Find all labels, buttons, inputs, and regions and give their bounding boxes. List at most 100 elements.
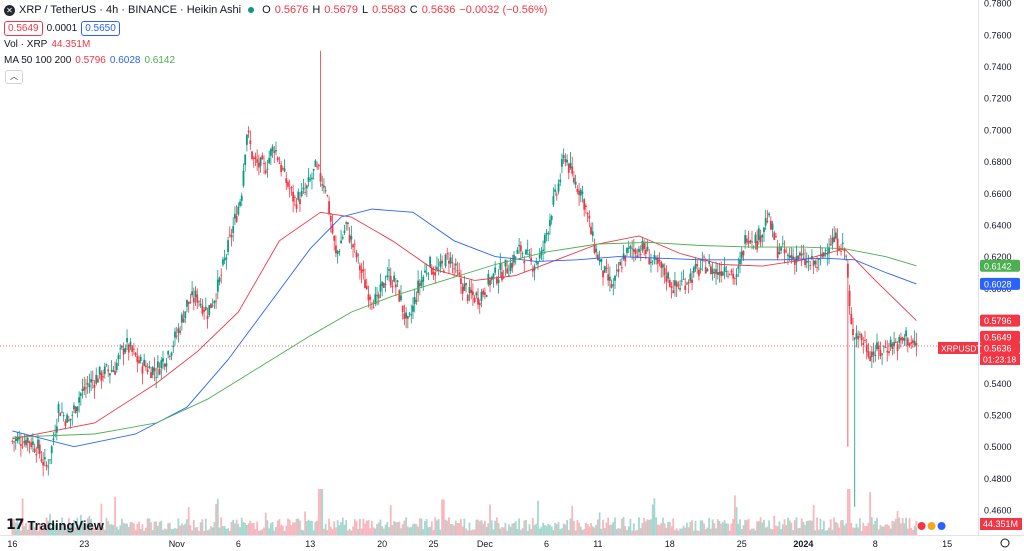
volume-bar: [153, 521, 156, 535]
volume-bar: [670, 526, 673, 535]
volume-bar: [297, 518, 300, 535]
candle-body: [98, 366, 101, 375]
candle-body: [864, 339, 866, 341]
candle-body: [389, 275, 392, 286]
candle-body: [667, 272, 669, 279]
x-tick-label: 16: [7, 539, 17, 549]
volume-bar: [780, 529, 782, 535]
candle-body: [759, 235, 762, 243]
volume-bar: [704, 529, 707, 535]
volume-bar: [377, 522, 380, 535]
candle-body: [596, 254, 599, 261]
volume-bar: [196, 526, 199, 535]
buy-price-button[interactable]: 0.5650: [81, 21, 120, 36]
x-tick-label: 15: [942, 539, 952, 549]
candle-body: [662, 264, 664, 268]
candle-body: [266, 168, 269, 170]
candle-body: [434, 272, 437, 276]
candle-body: [860, 334, 863, 341]
event-marker-icon[interactable]: [936, 521, 947, 531]
volume-bar: [511, 523, 514, 535]
candle-body: [74, 406, 77, 414]
candle-body: [735, 274, 738, 277]
candle-body: [468, 286, 471, 293]
volume-bar: [650, 519, 652, 535]
candle-body: [680, 280, 683, 282]
candle-body: [148, 366, 151, 369]
settings-icon[interactable]: [1000, 538, 1010, 548]
volume-bar: [865, 525, 868, 535]
volume-bar: [547, 524, 550, 535]
collapse-legend-icon[interactable]: ︿: [5, 70, 23, 84]
volume-bar: [146, 518, 149, 535]
sell-price-button[interactable]: 0.5649: [4, 21, 43, 36]
volume-bar: [518, 518, 521, 535]
volume-bar: [490, 520, 493, 535]
volume-bar: [107, 521, 110, 535]
candle-body: [249, 140, 252, 144]
candle-body: [602, 270, 604, 278]
candle-body: [585, 205, 587, 207]
volume-bar: [718, 520, 721, 535]
candle-body: [131, 346, 134, 352]
candle-body: [158, 369, 161, 375]
volume-bar: [521, 528, 524, 535]
candle-body: [263, 162, 265, 165]
volume-bar: [422, 529, 425, 535]
event-marker-icon[interactable]: [916, 521, 927, 531]
volume-bar: [388, 527, 390, 535]
candle-body: [816, 267, 818, 269]
volume-bar: [494, 520, 497, 535]
candle-body: [223, 258, 226, 261]
volume-bar: [177, 518, 180, 535]
volume-bar: [893, 521, 896, 535]
candle-body: [684, 285, 687, 290]
volume-bar: [126, 523, 128, 535]
ma-legend[interactable]: MA 50 100 200 0.5796 0.6028 0.6142: [4, 55, 175, 66]
candle-body: [543, 234, 546, 244]
candle-body: [191, 291, 194, 296]
volume-bar: [235, 519, 238, 535]
volume-bar: [889, 528, 892, 535]
candle-body: [466, 294, 469, 301]
volume-bar: [884, 524, 887, 535]
volume-bar: [828, 527, 830, 535]
marker-ma200: [980, 259, 1020, 272]
volume-bar: [537, 500, 539, 535]
symbol-title[interactable]: XRP / TetherUS · 4h · BINANCE · Heikin A…: [19, 4, 242, 16]
volume-bar: [155, 521, 158, 535]
volume-bar: [655, 517, 658, 535]
candle-body: [442, 270, 445, 273]
candle-body: [160, 360, 163, 369]
candle-body: [175, 335, 178, 337]
volume-legend[interactable]: Vol · XRP 44.351M: [4, 39, 90, 50]
candle-body: [877, 345, 880, 350]
candle-body: [742, 250, 745, 256]
volume-bar: [533, 524, 536, 535]
volume-bar: [567, 530, 570, 535]
volume-bar: [855, 523, 858, 535]
volume-bar: [311, 520, 313, 535]
candle-body: [307, 177, 310, 182]
candle-body: [23, 440, 26, 444]
volume-bar: [283, 530, 286, 535]
volume-bar: [730, 523, 733, 535]
x-tick-label: 6: [544, 539, 549, 549]
candle-body: [61, 411, 63, 413]
candle-body: [379, 284, 382, 292]
candle-body: [312, 169, 315, 171]
candle-body: [867, 351, 870, 357]
candle-body: [850, 313, 853, 325]
volume-bar: [216, 498, 219, 535]
volume-bar: [412, 524, 414, 535]
volume-bar: [523, 520, 526, 535]
y-tick-label: 0.4800: [984, 474, 1012, 484]
event-marker-icon[interactable]: [926, 521, 937, 531]
candle-body: [845, 255, 848, 257]
candle-body: [706, 269, 709, 272]
candle-body: [590, 226, 592, 235]
candle-body: [783, 249, 786, 254]
candle-body: [461, 286, 464, 294]
candle-body: [374, 294, 377, 305]
